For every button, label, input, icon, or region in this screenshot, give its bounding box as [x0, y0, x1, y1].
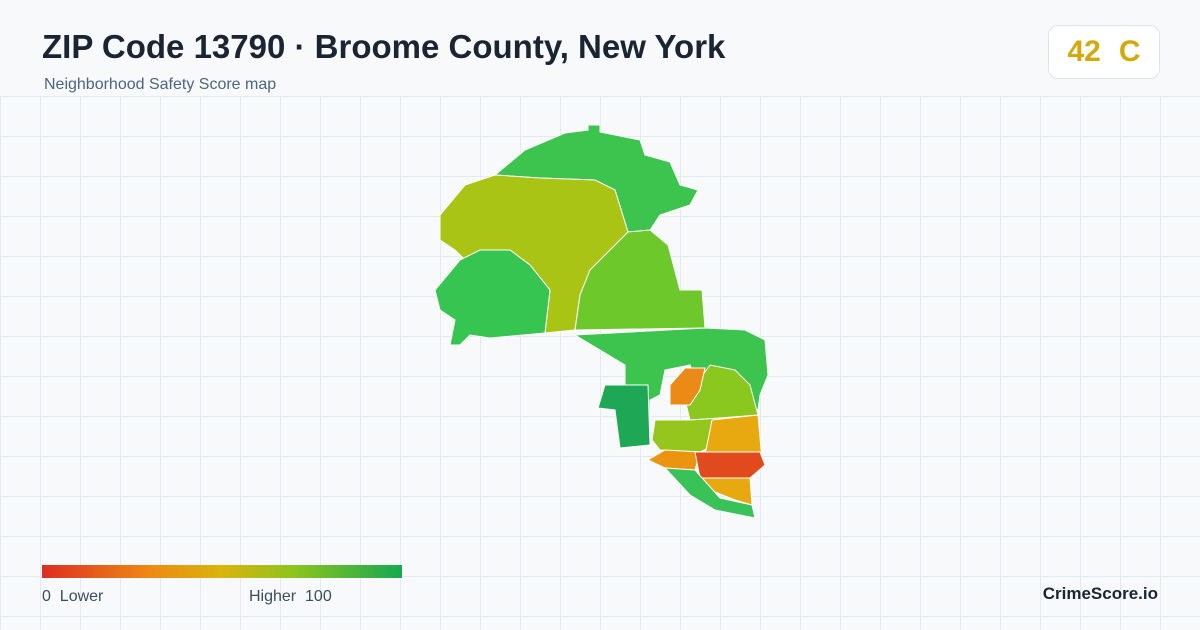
legend-low: 0 Lower	[42, 588, 103, 606]
region	[669, 367, 706, 406]
region	[646, 449, 701, 471]
region	[694, 451, 766, 479]
brand: CrimeScore.io	[1042, 584, 1158, 603]
subtitle: Neighborhood Safety Score map	[44, 76, 277, 93]
score-badge: 42 C	[1048, 25, 1160, 79]
legend-gradient	[42, 565, 402, 578]
header-bg	[0, 0, 1200, 96]
legend-min: 0	[42, 588, 51, 605]
region	[663, 467, 756, 519]
title: ZIP Code 13790 · Broome County, New York	[42, 28, 726, 65]
score-value: 42	[1067, 35, 1101, 68]
legend-min-label: Lower	[59, 588, 104, 605]
region	[434, 249, 551, 346]
score-grade: C	[1118, 35, 1141, 68]
legend-max: 100	[305, 588, 332, 605]
region	[574, 229, 706, 331]
legend-max-label: Higher	[249, 588, 297, 605]
region	[597, 384, 651, 449]
legend-high: Higher 100	[249, 588, 332, 606]
